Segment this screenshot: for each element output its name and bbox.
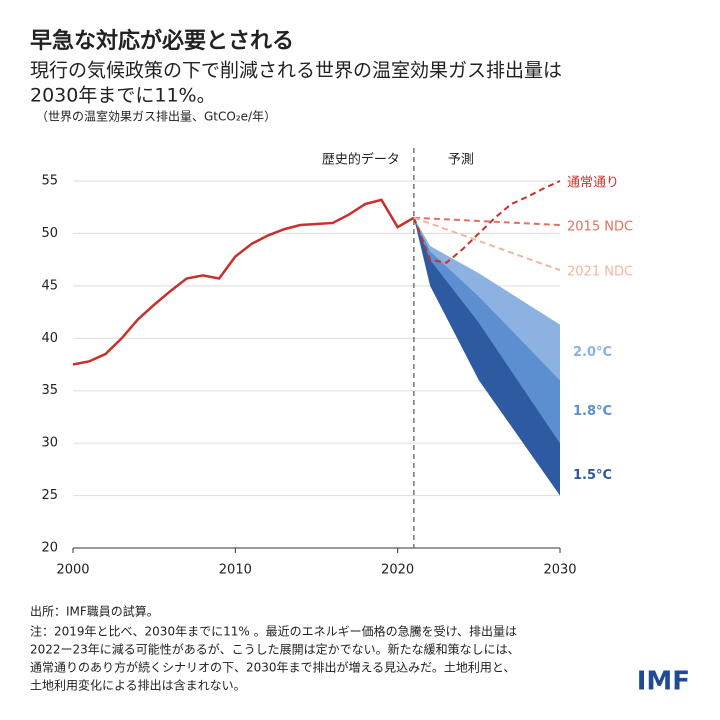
chart-title: 早急な対応が必要とされる [30, 28, 294, 54]
y-tick-label: 20 [41, 541, 58, 556]
annotation: 歴史的データ [322, 152, 400, 168]
x-tick-label: 2010 [219, 563, 252, 578]
line [412, 180, 561, 264]
band-label: 2.0°C [573, 345, 612, 360]
x-tick-label: 2000 [56, 563, 89, 578]
series-label: 2015 NDC [567, 220, 633, 235]
note: 注：2019年と比べ、2030年までに11% 。最近のエネルギー価格の急騰を受け… [30, 624, 517, 639]
y-tick-label: 45 [41, 278, 58, 293]
annotation: 予測 [448, 153, 474, 168]
series-label: 通常通り [567, 176, 619, 191]
subtitle: 現行の気候政策の下で削減される世界の温室効果ガス排出量は [30, 60, 562, 82]
note: 土地利用変化による排出は含まれない。 [30, 678, 246, 693]
note: 2022ー23年に減る可能性があるが、こうした展開は定かでない。新たな緩和策なし… [30, 642, 520, 657]
scenario-band [413, 217, 560, 381]
scenario-band [413, 217, 560, 496]
line [413, 216, 561, 272]
logo: IMF [637, 667, 690, 697]
y-tick-label: 25 [41, 488, 58, 503]
y-tick-label: 40 [41, 331, 58, 346]
x-tick-label: 2020 [381, 563, 414, 578]
source: 出所：IMF職員の試算。 [30, 604, 159, 619]
line [413, 216, 561, 227]
subtitle: 2030年までに11%。 [30, 85, 216, 107]
series-label: 2021 NDC [567, 265, 633, 280]
note: 通常通りのあり方が続くシナリオの下、2030年まで排出が増える見込みだ。土地利用… [30, 660, 515, 675]
y-tick-label: 30 [41, 436, 58, 451]
band-label: 1.8°C [573, 404, 612, 419]
scenario-band [413, 217, 560, 444]
y-tick-label: 55 [41, 174, 58, 189]
y-tick-label: 35 [41, 383, 58, 398]
x-tick-label: 2030 [543, 563, 576, 578]
band-label: 1.5°C [573, 468, 612, 483]
y-axis-label: （世界の温室効果ガス排出量、GtCO₂e/年） [36, 109, 276, 124]
y-tick-label: 50 [41, 226, 58, 241]
line [72, 198, 415, 366]
